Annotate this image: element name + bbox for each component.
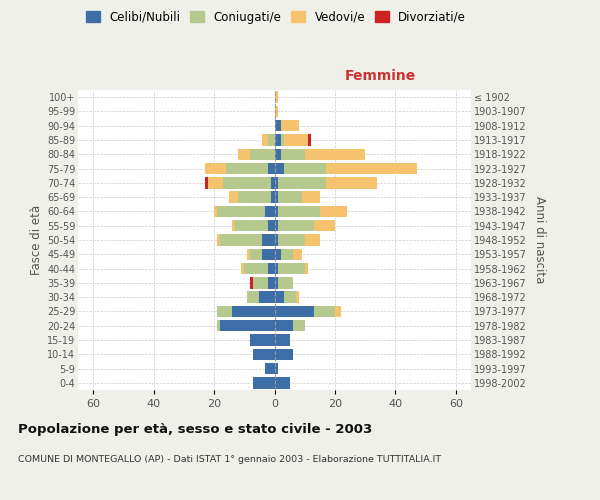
- Bar: [265, 206, 275, 217]
- Bar: [259, 292, 275, 303]
- Bar: [265, 363, 275, 374]
- Bar: [308, 134, 311, 145]
- Bar: [268, 263, 275, 274]
- Bar: [217, 206, 265, 217]
- Bar: [314, 220, 335, 232]
- Bar: [275, 148, 281, 160]
- Legend: Celibi/Nubili, Coniugati/e, Vedovi/e, Divorziati/e: Celibi/Nubili, Coniugati/e, Vedovi/e, Di…: [83, 8, 469, 26]
- Bar: [275, 292, 284, 303]
- Bar: [275, 377, 290, 388]
- Bar: [275, 334, 290, 345]
- Bar: [253, 377, 275, 388]
- Bar: [275, 263, 278, 274]
- Bar: [268, 220, 275, 232]
- Bar: [275, 348, 293, 360]
- Bar: [293, 248, 302, 260]
- Text: COMUNE DI MONTEGALLO (AP) - Dati ISTAT 1° gennaio 2003 - Elaborazione TUTTITALIA: COMUNE DI MONTEGALLO (AP) - Dati ISTAT 1…: [18, 455, 441, 464]
- Bar: [275, 134, 281, 145]
- Bar: [235, 220, 268, 232]
- Bar: [275, 248, 281, 260]
- Bar: [284, 292, 296, 303]
- Bar: [250, 148, 275, 160]
- Bar: [275, 234, 278, 246]
- Bar: [205, 163, 226, 174]
- Bar: [275, 320, 293, 332]
- Bar: [262, 248, 275, 260]
- Bar: [268, 134, 275, 145]
- Bar: [250, 248, 262, 260]
- Bar: [281, 134, 284, 145]
- Bar: [275, 177, 278, 188]
- Bar: [284, 163, 326, 174]
- Bar: [238, 148, 250, 160]
- Bar: [284, 134, 308, 145]
- Bar: [217, 320, 220, 332]
- Bar: [305, 263, 308, 274]
- Bar: [232, 306, 275, 317]
- Bar: [247, 292, 259, 303]
- Bar: [271, 177, 275, 188]
- Bar: [278, 234, 305, 246]
- Bar: [262, 234, 275, 246]
- Bar: [275, 163, 284, 174]
- Bar: [326, 163, 416, 174]
- Bar: [275, 220, 278, 232]
- Bar: [238, 192, 271, 203]
- Bar: [278, 206, 320, 217]
- Bar: [223, 177, 271, 188]
- Bar: [326, 177, 377, 188]
- Bar: [275, 206, 278, 217]
- Bar: [281, 248, 293, 260]
- Bar: [278, 220, 314, 232]
- Bar: [244, 263, 268, 274]
- Bar: [278, 177, 326, 188]
- Bar: [275, 92, 278, 103]
- Bar: [278, 277, 293, 288]
- Bar: [320, 206, 347, 217]
- Bar: [314, 306, 335, 317]
- Bar: [262, 134, 268, 145]
- Bar: [275, 363, 278, 374]
- Bar: [220, 234, 262, 246]
- Bar: [275, 306, 314, 317]
- Bar: [208, 177, 223, 188]
- Bar: [217, 306, 232, 317]
- Bar: [205, 177, 208, 188]
- Bar: [271, 192, 275, 203]
- Bar: [305, 234, 320, 246]
- Bar: [241, 263, 244, 274]
- Bar: [220, 320, 275, 332]
- Bar: [275, 120, 281, 132]
- Bar: [214, 206, 217, 217]
- Bar: [335, 306, 341, 317]
- Bar: [302, 192, 320, 203]
- Bar: [268, 163, 275, 174]
- Bar: [275, 277, 278, 288]
- Bar: [226, 163, 268, 174]
- Bar: [268, 277, 275, 288]
- Bar: [247, 248, 250, 260]
- Bar: [281, 148, 305, 160]
- Y-axis label: Anni di nascita: Anni di nascita: [533, 196, 546, 284]
- Bar: [217, 234, 220, 246]
- Bar: [250, 277, 253, 288]
- Bar: [278, 263, 305, 274]
- Bar: [253, 277, 268, 288]
- Bar: [305, 148, 365, 160]
- Bar: [281, 120, 299, 132]
- Bar: [278, 192, 302, 203]
- Bar: [296, 292, 299, 303]
- Bar: [250, 334, 275, 345]
- Bar: [275, 106, 278, 117]
- Bar: [275, 192, 278, 203]
- Bar: [232, 220, 235, 232]
- Text: Femmine: Femmine: [345, 68, 416, 82]
- Bar: [229, 192, 238, 203]
- Bar: [293, 320, 305, 332]
- Y-axis label: Fasce di età: Fasce di età: [29, 205, 43, 275]
- Text: Popolazione per età, sesso e stato civile - 2003: Popolazione per età, sesso e stato civil…: [18, 422, 372, 436]
- Bar: [253, 348, 275, 360]
